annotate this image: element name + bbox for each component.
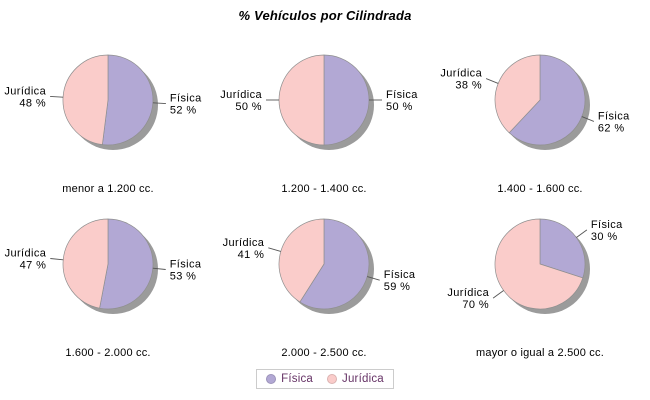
pie-svg: Física 52 % Jurídica 48 % [4,54,202,150]
slice-name: Jurídica [447,287,489,299]
slice-callout-label: Física 50 % [386,89,418,113]
slice-value: 50 % [235,101,262,113]
pie-slice-juridica [62,218,109,309]
slice-name: Física [386,89,418,101]
pie-grid: Física 52 % Jurídica 48 % menor a 1.200 cc.… [0,38,650,366]
callout-line [492,290,504,299]
slice-name: Física [170,259,202,271]
slice-callout-label: Jurídica 48 % [4,85,46,109]
pie-slice-fisica [101,54,154,146]
callout-line [367,276,380,281]
legend-label: Jurídica [342,373,384,385]
slice-name: Jurídica [220,89,262,101]
legend-swatch-juridica-icon [327,374,337,384]
slice-name: Jurídica [223,237,265,249]
callout-line [152,267,166,270]
slice-name: Física [170,93,202,105]
pie-chart-cell: Física 30 % Jurídica 70 % mayor o igual a 2… [432,202,648,366]
pie-category-label: menor a 1.200 cc. [62,183,154,195]
pie-svg: Física 62 % Jurídica 38 % [440,54,630,150]
pie-category-label: mayor o igual a 2.500 cc. [476,347,604,359]
pie-chart-cell: Física 59 % Jurídica 41 % 2.000 - 2.500 cc. [216,202,432,366]
slice-value: 47 % [20,260,47,272]
slice-name: Física [598,110,630,122]
legend: Física Jurídica [256,369,394,389]
slice-callout-label: Jurídica 50 % [220,89,262,113]
pie-chart-cell: Física 52 % Jurídica 48 % menor a 1.200 cc. [0,38,216,202]
pie-category-label: 1.200 - 1.400 cc. [281,183,367,195]
pie-slice-fisica [99,218,154,310]
slice-value: 50 % [386,101,413,113]
legend-item: Jurídica [327,373,384,385]
slice-callout-label: Jurídica 47 % [5,248,47,272]
slice-value: 38 % [455,80,482,92]
pie-svg: Física 50 %Jurídica 50 % [220,54,418,150]
slice-callout-label: Física 62 % [598,110,630,134]
slice-name: Jurídica [5,248,47,260]
pie-slice-juridica [494,218,584,310]
slice-callout-label: Física 30 % [591,219,623,243]
slice-name: Física [384,269,416,281]
pie-svg: Física 59 % Jurídica 41 % [223,218,416,314]
chart-title: % Vehículos por Cilindrada [238,8,412,23]
callout-line [50,258,64,261]
slice-value: 48 % [19,97,46,109]
pie-slice-juridica [278,218,325,303]
slice-value: 70 % [462,299,489,311]
slice-value: 62 % [598,122,625,134]
pie-svg: Física 30 % Jurídica 70 % [447,218,623,314]
pie-svg: Física 53 % Jurídica 47 % [5,218,202,314]
slice-callout-label: Física 53 % [170,259,202,283]
pie-slice-juridica [62,54,109,146]
pie-slice-juridica [278,54,325,146]
slice-name: Física [591,219,623,231]
slice-name: Jurídica [4,85,46,97]
pie-slice-fisica [539,218,586,279]
slice-value: 59 % [384,281,411,293]
callout-line [485,78,499,84]
callout-line [576,229,588,238]
slice-callout-label: Jurídica 70 % [447,287,489,311]
callout-line [581,116,595,122]
callout-line [50,95,64,98]
pie-category-label: 1.400 - 1.600 cc. [497,183,583,195]
legend-label: Física [281,373,313,385]
slice-callout-label: Jurídica 38 % [440,68,482,92]
slice-value: 53 % [170,271,197,283]
slice-value: 30 % [591,231,618,243]
pie-chart-cell: Física 62 % Jurídica 38 % 1.400 - 1.600 cc. [432,38,648,202]
slice-callout-label: Física 52 % [170,93,202,117]
pie-category-label: 1.600 - 2.000 cc. [65,347,151,359]
pie-chart-cell: Física 50 % Jurídica 50 % 1.200 - 1.400 cc. [216,38,432,202]
pie-chart-cell: Física 53 % Jurídica 47 % 1.600 - 2.000 cc. [0,202,216,366]
slice-value: 41 % [238,249,265,261]
callout-line [268,247,281,252]
slice-value: 52 % [170,105,197,117]
slice-name: Jurídica [440,68,482,80]
pie-category-label: 2.000 - 2.500 cc. [281,347,367,359]
callout-line [152,102,166,105]
legend-row: Física Jurídica [0,369,650,389]
legend-swatch-fisica-icon [266,374,277,384]
legend-item: Física [266,373,313,385]
slice-callout-label: Física 59 % [384,269,416,293]
slice-callout-label: Jurídica 41 % [223,237,265,261]
